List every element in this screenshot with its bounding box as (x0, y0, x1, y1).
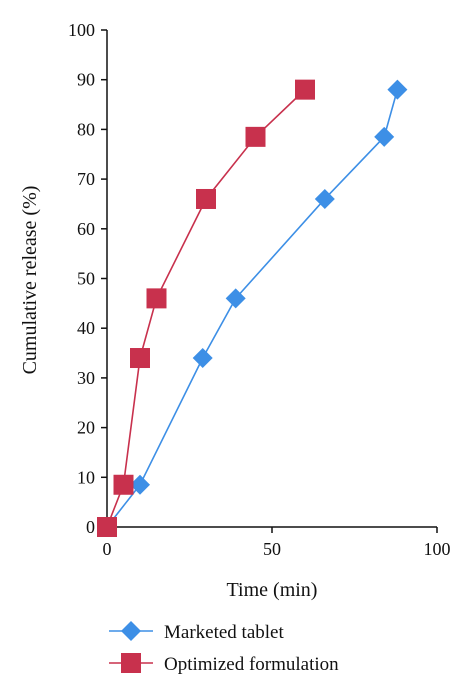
y-tick-label: 50 (77, 269, 95, 289)
data-point (374, 126, 395, 147)
legend-item: Optimized formulation (109, 653, 339, 675)
x-axis-title: Time (min) (227, 579, 318, 601)
series-1 (97, 79, 408, 537)
y-tick-label: 70 (77, 169, 95, 189)
y-axis-title: Cumulative release (%) (19, 186, 41, 375)
x-tick-label: 0 (103, 539, 112, 559)
data-point (192, 348, 213, 369)
y-tick-label: 100 (68, 20, 95, 40)
y-tick-label: 80 (77, 119, 95, 139)
y-tick-label: 40 (77, 318, 95, 338)
y-tick-label: 60 (77, 219, 95, 239)
data-point (314, 188, 335, 209)
legend-label: Marketed tablet (164, 622, 284, 643)
series-line (106, 89, 306, 528)
x-tick-label: 100 (424, 539, 451, 559)
y-tick-label: 0 (86, 517, 95, 537)
data-point (295, 79, 315, 100)
legend-label: Optimized formulation (164, 654, 339, 675)
legend-marker (121, 621, 141, 641)
y-tick-label: 30 (77, 368, 95, 388)
x-tick-label: 50 (263, 539, 281, 559)
data-point (146, 288, 167, 309)
data-point (387, 79, 408, 100)
data-point (130, 474, 150, 495)
legend-marker (121, 653, 141, 673)
data-point (196, 188, 216, 209)
y-tick-label: 10 (77, 467, 95, 487)
data-point (97, 517, 117, 537)
y-tick-label: 90 (77, 70, 95, 90)
legend-item: Marketed tablet (109, 621, 284, 643)
data-point (225, 288, 246, 309)
data-point (113, 474, 134, 495)
data-point (130, 348, 150, 369)
axes: 0 10 20 30 40 50 60 70 80 90 100 0 50 100 (68, 20, 451, 559)
series-2 (97, 79, 315, 537)
y-tick-label: 20 (77, 418, 95, 438)
legend: Marketed tablet Optimized formulation (109, 621, 339, 675)
series-layer (97, 79, 408, 537)
data-point (245, 126, 266, 147)
